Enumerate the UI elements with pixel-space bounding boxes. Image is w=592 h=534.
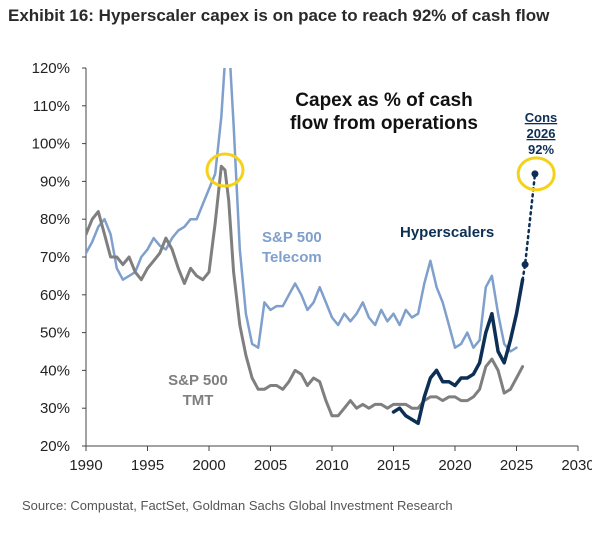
y-tick-label: 50% bbox=[40, 325, 70, 342]
y-tick-label: 70% bbox=[40, 249, 70, 266]
y-tick-label: 60% bbox=[40, 287, 70, 304]
y-tick-label: 110% bbox=[33, 98, 70, 115]
projection-label: 92% bbox=[528, 142, 554, 157]
y-tick-label: 30% bbox=[40, 400, 70, 417]
chart-title-label: Capex as % of cash bbox=[295, 90, 472, 111]
x-tick-label: 1990 bbox=[69, 457, 102, 474]
telecom-series-label: Telecom bbox=[262, 249, 322, 266]
x-tick-label: 1995 bbox=[131, 457, 164, 474]
y-tick-label: 80% bbox=[40, 211, 70, 228]
tmt-series-label: S&P 500 bbox=[168, 372, 228, 389]
y-tick-label: 40% bbox=[40, 362, 70, 379]
hyperscalers-series-label: Hyperscalers bbox=[400, 224, 494, 241]
x-tick-label: 2015 bbox=[377, 457, 410, 474]
series-line-s-p-500-tmt bbox=[86, 164, 525, 418]
projection-point bbox=[531, 170, 539, 178]
x-tick-label: 2020 bbox=[438, 457, 471, 474]
y-tick-label: 120% bbox=[32, 60, 70, 77]
projection-label: Cons bbox=[525, 110, 558, 125]
series-line-hyperscalers bbox=[391, 277, 525, 426]
exhibit-title: Exhibit 16: Hyperscaler capex is on pace… bbox=[8, 6, 550, 25]
projection-label: 2026 bbox=[527, 126, 556, 141]
highlight-circle bbox=[205, 152, 245, 188]
x-tick-label: 2010 bbox=[315, 457, 348, 474]
y-tick-label: 100% bbox=[32, 136, 70, 153]
projection-line bbox=[521, 172, 537, 281]
y-tick-label: 20% bbox=[40, 438, 70, 455]
x-tick-label: 2000 bbox=[192, 457, 225, 474]
series-line-s-p-500-telecom bbox=[86, 68, 518, 353]
telecom-series-label: S&P 500 bbox=[262, 229, 322, 246]
tmt-series-label: TMT bbox=[183, 392, 214, 409]
x-tick-label: 2030 bbox=[561, 457, 592, 474]
highlight-circle bbox=[516, 156, 556, 192]
projection-point bbox=[521, 261, 529, 269]
source-note: Source: Compustat, FactSet, Goldman Sach… bbox=[22, 498, 453, 513]
y-tick-label: 90% bbox=[40, 173, 70, 190]
x-tick-label: 2025 bbox=[500, 457, 533, 474]
chart-title-label: flow from operations bbox=[290, 113, 478, 134]
x-tick-label: 2005 bbox=[254, 457, 287, 474]
